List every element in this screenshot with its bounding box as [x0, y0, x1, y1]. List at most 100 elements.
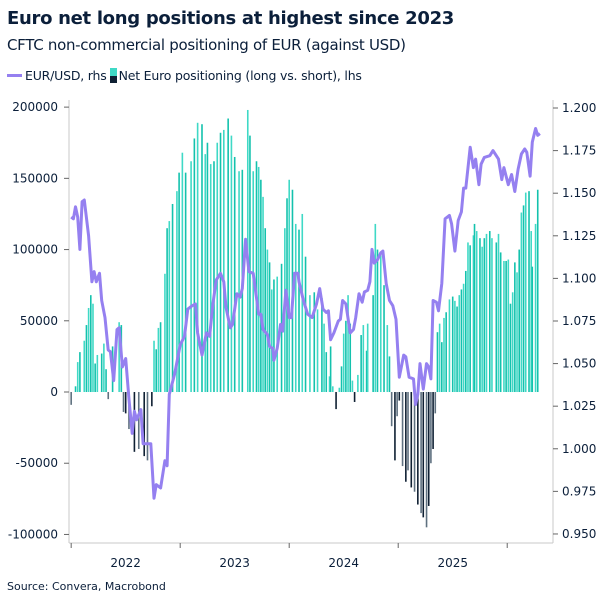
position-bar — [503, 260, 505, 393]
position-bar — [464, 270, 467, 393]
position-bar — [213, 161, 215, 393]
position-bar — [227, 118, 229, 393]
position-bar — [107, 392, 110, 400]
right-tick-label: 0.975 — [562, 484, 596, 498]
position-bar — [206, 142, 209, 393]
position-bar — [530, 231, 532, 393]
position-bar — [204, 154, 207, 393]
position-bar — [83, 340, 86, 393]
position-bar — [360, 335, 362, 393]
position-bar — [386, 325, 389, 393]
position-bar — [347, 295, 349, 393]
position-bar — [379, 255, 382, 393]
left-tick-label: -100000 — [8, 527, 58, 541]
position-bar — [328, 376, 331, 393]
position-bar — [94, 363, 96, 393]
legend-line-swatch — [7, 74, 22, 77]
position-bar — [178, 172, 180, 393]
x-tick-label: 2024 — [328, 556, 359, 570]
position-bar — [335, 392, 337, 410]
position-bar — [342, 333, 345, 393]
position-bar — [485, 233, 488, 393]
position-bar — [522, 205, 525, 393]
position-bar — [276, 276, 279, 393]
position-bar — [483, 238, 486, 393]
position-bar — [262, 196, 264, 393]
legend-bar-label: Net Euro positioning (long vs. short), l… — [118, 68, 362, 83]
legend-bar-swatch — [109, 68, 117, 83]
position-bar — [451, 296, 454, 393]
left-tick-label: 0 — [50, 385, 58, 399]
position-bar — [294, 223, 297, 393]
position-bar — [454, 300, 456, 393]
position-bar — [488, 231, 491, 393]
position-bar — [76, 362, 79, 393]
position-bar — [456, 306, 458, 393]
position-bar — [481, 246, 483, 393]
position-bar — [516, 272, 518, 393]
position-bar — [233, 156, 236, 393]
x-tick-label: 2022 — [110, 556, 141, 570]
right-tick-label: 1.075 — [562, 314, 596, 328]
position-bar — [201, 124, 203, 393]
position-bar — [396, 392, 398, 417]
position-bar — [151, 392, 153, 407]
position-bar — [103, 343, 105, 393]
position-bar — [475, 231, 478, 393]
chart-subtitle: CFTC non-commercial positioning of EUR (… — [7, 36, 406, 54]
position-bar — [90, 295, 92, 393]
position-bar — [376, 249, 379, 393]
position-bar — [458, 295, 461, 393]
position-bar — [460, 289, 463, 393]
position-bar — [345, 320, 347, 393]
right-tick-label: 1.200 — [562, 101, 596, 115]
x-tick-label: 2023 — [219, 556, 250, 570]
position-bar — [255, 161, 258, 393]
position-bar — [443, 317, 445, 393]
position-bar — [100, 353, 103, 393]
position-bar — [222, 129, 225, 393]
right-tick-label: 1.050 — [562, 357, 596, 371]
position-bar — [164, 273, 166, 393]
legend: EUR/USD, rhs Net Euro positioning (long … — [7, 68, 362, 83]
position-bar — [157, 327, 160, 393]
position-bar — [365, 350, 368, 393]
position-bar — [316, 309, 319, 393]
position-bar — [520, 212, 523, 393]
position-bar — [105, 369, 107, 393]
position-bar — [153, 340, 155, 393]
right-tick-label: 1.000 — [562, 442, 596, 456]
position-bar — [473, 223, 476, 393]
position-bar — [528, 191, 530, 393]
position-bar — [193, 138, 196, 393]
chart-title: Euro net long positions at highest since… — [7, 8, 455, 29]
position-bar — [430, 392, 432, 464]
position-bar — [216, 142, 219, 393]
position-bar — [497, 233, 500, 393]
position-bar — [362, 325, 365, 393]
left-tick-label: 200000 — [12, 100, 58, 114]
position-bar — [436, 332, 439, 393]
position-bar — [257, 166, 260, 393]
position-bar — [357, 374, 359, 393]
position-bar — [491, 238, 493, 393]
position-bar — [325, 352, 328, 393]
position-bar — [351, 380, 354, 393]
left-tick-label: 100000 — [12, 243, 58, 257]
position-bar — [405, 392, 407, 482]
position-bar — [374, 223, 377, 393]
position-bar — [372, 295, 374, 393]
position-bar — [340, 366, 343, 393]
position-bar — [417, 392, 419, 505]
position-bar — [87, 307, 90, 393]
position-bar — [124, 392, 127, 414]
position-bar — [143, 392, 146, 457]
right-tick-label: 1.175 — [562, 144, 596, 158]
position-bar — [349, 323, 352, 393]
position-bar — [171, 203, 174, 393]
position-bar — [323, 323, 325, 393]
position-bar — [422, 392, 425, 518]
source-note: Source: Convera, Macrobond — [7, 580, 166, 593]
position-bar — [353, 392, 356, 402]
position-bar — [438, 323, 441, 393]
